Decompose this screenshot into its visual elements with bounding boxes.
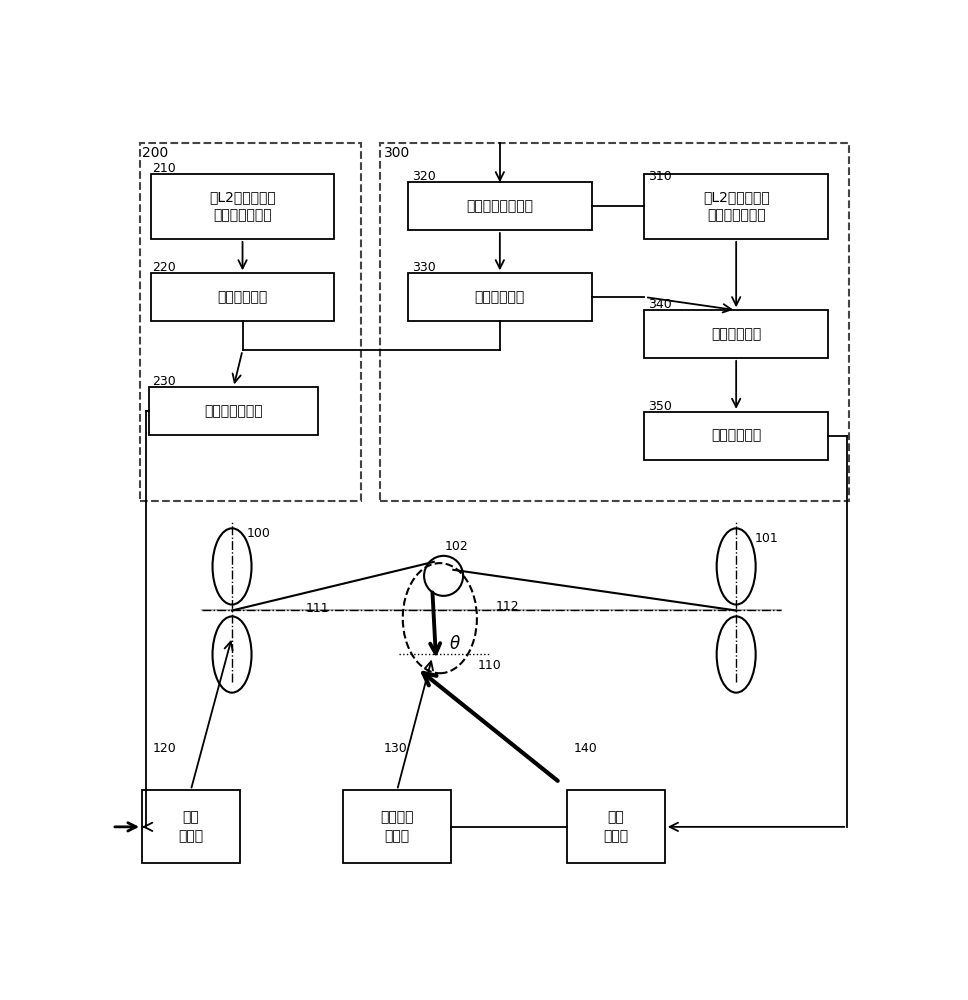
Text: 140: 140 — [573, 742, 597, 755]
Text: 230: 230 — [153, 375, 176, 388]
Text: 350: 350 — [649, 400, 672, 413]
Bar — [142, 790, 239, 863]
Bar — [151, 273, 334, 321]
Bar — [149, 387, 318, 435]
Text: 102: 102 — [445, 540, 469, 553]
Text: 320: 320 — [412, 170, 436, 183]
Text: 210: 210 — [153, 162, 176, 175]
Text: 从L2计算机获取
活套角度设定值: 从L2计算机获取 活套角度设定值 — [209, 190, 276, 222]
Text: 300: 300 — [383, 146, 409, 160]
Text: 速度
调节器: 速度 调节器 — [178, 811, 203, 843]
Bar — [408, 273, 591, 321]
Bar — [567, 790, 665, 863]
Text: 101: 101 — [755, 532, 778, 545]
Text: 设定马达力矩: 设定马达力矩 — [711, 429, 761, 443]
Text: 120: 120 — [153, 742, 176, 755]
Text: 计算张力力矩: 计算张力力矩 — [711, 327, 761, 341]
Text: 实时检测活套角度: 实时检测活套角度 — [467, 199, 533, 213]
Text: $\theta$: $\theta$ — [449, 635, 461, 653]
Text: 130: 130 — [383, 742, 408, 755]
Text: 330: 330 — [412, 261, 436, 274]
Bar — [408, 182, 591, 230]
Text: 112: 112 — [497, 600, 520, 613]
Text: 100: 100 — [247, 527, 271, 540]
Bar — [151, 174, 334, 239]
Text: 从L2计算机获取
带钢张力设定值: 从L2计算机获取 带钢张力设定值 — [703, 190, 770, 222]
Text: 110: 110 — [477, 659, 501, 672]
Text: 111: 111 — [306, 602, 329, 615]
Text: 主传动速度设定: 主传动速度设定 — [204, 404, 263, 418]
Bar — [379, 143, 849, 501]
Text: 活套角度
传感器: 活套角度 传感器 — [380, 811, 414, 843]
Bar — [343, 790, 451, 863]
Bar — [139, 143, 361, 501]
Text: 200: 200 — [142, 146, 168, 160]
Text: 220: 220 — [153, 261, 176, 274]
Text: 转矩
调节器: 转矩 调节器 — [604, 811, 628, 843]
Bar — [645, 412, 828, 460]
Bar — [645, 174, 828, 239]
Text: 计算目标套量: 计算目标套量 — [218, 290, 268, 304]
Text: 计算实际套量: 计算实际套量 — [474, 290, 525, 304]
Text: 340: 340 — [649, 298, 672, 311]
Bar — [645, 310, 828, 358]
Text: 310: 310 — [649, 170, 672, 183]
